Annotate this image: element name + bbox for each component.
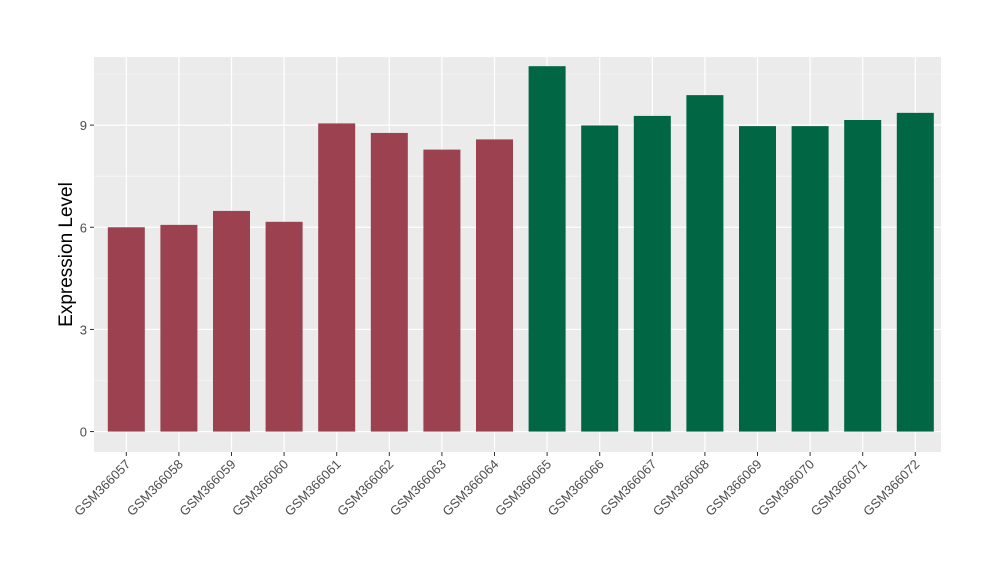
x-tick-label: GSM366072 — [860, 457, 922, 519]
bar-GSM366069 — [739, 126, 776, 432]
bar-GSM366071 — [844, 119, 882, 432]
y-axis-title: Expression Level — [56, 182, 77, 327]
x-axis: GSM366057GSM366058GSM366059GSM366060GSM3… — [71, 452, 922, 519]
bar-GSM366057 — [107, 227, 145, 432]
y-tick-label: 3 — [80, 322, 87, 337]
bar-GSM366072 — [896, 112, 934, 432]
bar-GSM366061 — [318, 123, 356, 432]
bar-GSM366063 — [423, 149, 461, 432]
y-axis: 0 3 6 9 — [80, 118, 94, 440]
bars — [107, 66, 934, 432]
bar-GSM366064 — [476, 139, 513, 432]
bar-GSM366062 — [370, 132, 408, 432]
bar-GSM366067 — [633, 115, 671, 432]
bar-GSM366060 — [265, 221, 303, 432]
y-tick-label: 9 — [80, 118, 87, 133]
bar-GSM366065 — [528, 66, 566, 432]
bar-GSM366070 — [791, 126, 829, 432]
bar-GSM366059 — [213, 210, 250, 432]
bar-GSM366058 — [160, 224, 198, 432]
y-tick-label: 6 — [80, 220, 87, 235]
bar-GSM366066 — [581, 125, 619, 432]
bar-GSM366068 — [686, 95, 724, 432]
y-tick-label: 0 — [80, 425, 87, 440]
